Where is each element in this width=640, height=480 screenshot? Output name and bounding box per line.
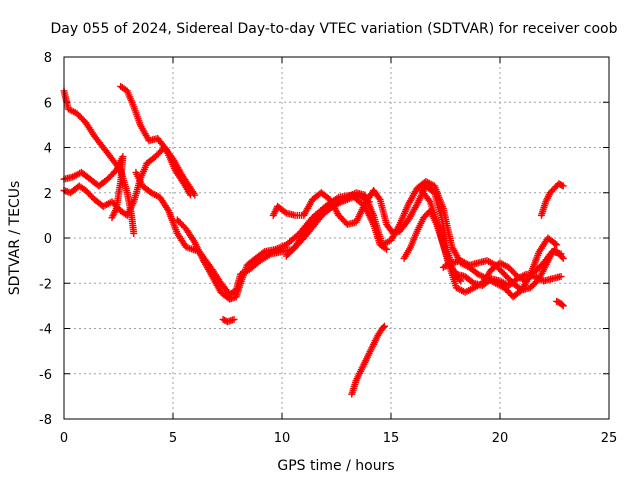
x-tick-label: 0 — [60, 431, 68, 446]
sat-track-12 — [439, 245, 567, 294]
data-point — [457, 277, 465, 285]
data-points — [60, 82, 567, 398]
sat-track-7 — [219, 315, 238, 326]
y-tick-label: -2 — [39, 277, 52, 292]
data-point — [259, 249, 267, 257]
sat-track-14 — [553, 297, 567, 310]
data-point — [383, 245, 391, 253]
data-point — [559, 302, 567, 310]
x-tick-label: 10 — [274, 431, 291, 446]
data-point — [108, 214, 116, 222]
data-point — [186, 191, 194, 199]
data-point — [468, 278, 476, 286]
y-tick-label: 0 — [44, 232, 52, 247]
y-tick-label: 4 — [44, 142, 52, 157]
data-point — [551, 240, 559, 248]
data-point — [230, 315, 238, 323]
chart-title: Day 055 of 2024, Sidereal Day-to-day VTE… — [51, 21, 618, 37]
data-point — [558, 301, 566, 309]
y-tick-label: -8 — [39, 413, 52, 428]
sat-track-4 — [117, 82, 194, 199]
data-point — [559, 182, 567, 190]
y-tick-label: 8 — [44, 51, 52, 66]
data-point — [130, 229, 138, 237]
y-tick-label: 6 — [44, 96, 52, 111]
sat-track-3 — [60, 144, 199, 219]
data-point — [558, 253, 566, 261]
x-tick-label: 20 — [492, 431, 509, 446]
y-axis-label: SDTVAR / TECUs — [7, 181, 23, 296]
data-point — [379, 323, 387, 331]
y-tick-label: -4 — [39, 323, 52, 338]
data-point — [375, 194, 383, 202]
x-tick-label: 5 — [169, 431, 177, 446]
data-point — [558, 181, 566, 189]
data-point — [557, 272, 565, 280]
y-tick-label: 2 — [44, 187, 52, 202]
data-point — [380, 322, 388, 330]
x-tick-label: 25 — [601, 431, 618, 446]
x-tick-labels: 0 5 10 15 20 25 — [60, 431, 617, 446]
y-tick-labels: -8 -6 -4 -2 0 2 4 6 8 — [39, 51, 52, 428]
sat-track-15 — [348, 322, 388, 398]
sat-track-2 — [60, 153, 127, 222]
plot-frame — [63, 56, 610, 420]
grid — [64, 57, 609, 419]
sat-track-13 — [537, 180, 567, 219]
x-tick-label: 15 — [383, 431, 400, 446]
x-axis-label: GPS time / hours — [277, 458, 394, 474]
data-point — [559, 254, 567, 262]
data-point — [281, 208, 289, 216]
y-tick-label: -6 — [39, 368, 52, 383]
data-point — [553, 241, 561, 249]
sat-track-5 — [132, 168, 373, 299]
data-point — [425, 196, 433, 204]
